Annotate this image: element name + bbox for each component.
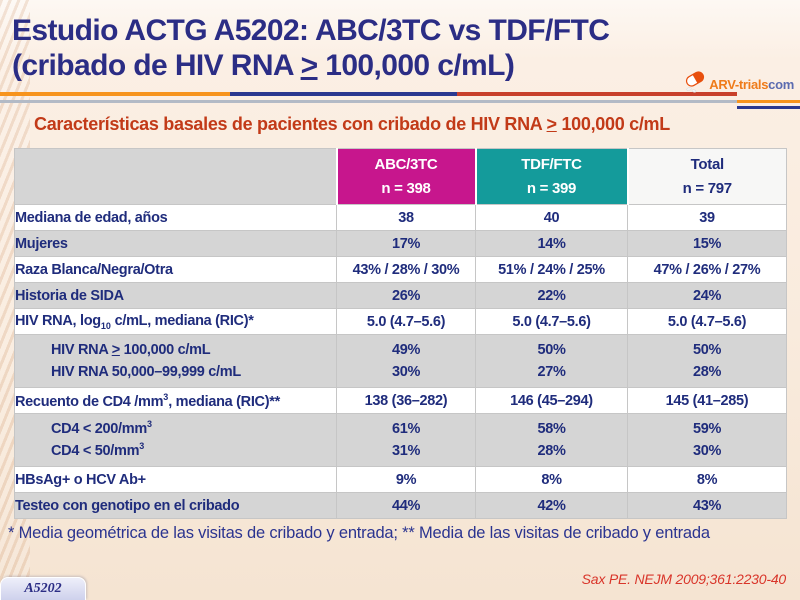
row-label: HIV RNA > 100,000 c/mL HIV RNA 50,000–99… xyxy=(14,334,337,388)
cell-total: 15% xyxy=(627,230,787,257)
cell-tdf: 5.0 (4.7–5.6) xyxy=(475,308,628,335)
cell-tdf: 8% xyxy=(475,466,628,493)
table-caption: Características basales de pacientes con… xyxy=(34,114,670,134)
row-label: Raza Blanca/Negra/Otra xyxy=(14,256,337,283)
cell-total: 8% xyxy=(627,466,787,493)
cell-total: 24% xyxy=(627,282,787,309)
logo-underline-orange xyxy=(737,100,800,103)
table-header-row: ABC/3TC n = 398 TDF/FTC n = 399 Total n … xyxy=(14,148,787,205)
cell-abc: 5.0 (4.7–5.6) xyxy=(336,308,476,335)
slide-title-line2: (cribado de HIV RNA > 100,000 c/mL) xyxy=(12,49,515,83)
cell-abc: 26% xyxy=(336,282,476,309)
slide-title-line1: Estudio ACTG A5202: ABC/3TC vs TDF/FTC xyxy=(12,14,610,47)
row-label: CD4 < 200/mm3 CD4 < 50/mm3 xyxy=(14,413,337,467)
cell-total: 59% 30% xyxy=(627,413,787,467)
header-total: Total n = 797 xyxy=(627,148,787,205)
reference-citation: Sax PE. NEJM 2009;361:2230-40 xyxy=(581,571,787,587)
arm-name: TDF/FTC xyxy=(521,155,582,173)
row-label: HBsAg+ o HCV Ab+ xyxy=(14,466,337,493)
table-row: Raza Blanca/Negra/Otra 43% / 28% / 30% 5… xyxy=(14,256,787,283)
row-label: Historia de SIDA xyxy=(14,282,337,309)
cell-total: 47% / 26% / 27% xyxy=(627,256,787,283)
row-label: Recuento de CD4 /mm3, mediana (RIC)** xyxy=(14,387,337,414)
divider-red-segment xyxy=(457,92,737,96)
cell-total: 39 xyxy=(627,204,787,231)
logo-text: ARV-trialscom xyxy=(709,77,794,92)
arm-n: n = 797 xyxy=(682,179,732,197)
table-row: HIV RNA > 100,000 c/mL HIV RNA 50,000–99… xyxy=(14,334,787,388)
gte-symbol: > xyxy=(546,114,558,134)
cell-tdf: 58% 28% xyxy=(475,413,628,467)
cell-abc: 49% 30% xyxy=(336,334,476,388)
header-abc3tc: ABC/3TC n = 398 xyxy=(335,148,477,205)
table-row: HBsAg+ o HCV Ab+ 9% 8% 8% xyxy=(14,466,787,493)
cell-abc: 38 xyxy=(336,204,476,231)
table-footnote: * Media geométrica de las visitas de cri… xyxy=(8,524,710,542)
title-divider-silver-line xyxy=(0,100,737,103)
cell-tdf: 22% xyxy=(475,282,628,309)
title-divider-line xyxy=(0,92,800,96)
arm-n: n = 399 xyxy=(526,179,577,197)
cell-abc: 61% 31% xyxy=(336,413,476,467)
logo-underline-navy xyxy=(737,106,800,109)
cell-abc: 17% xyxy=(336,230,476,257)
cell-abc: 138 (36–282) xyxy=(336,387,476,414)
divider-orange-segment xyxy=(0,92,230,96)
table-row: Testeo con genotipo en el cribado 44% 42… xyxy=(14,492,787,519)
cell-total: 43% xyxy=(627,492,787,519)
study-code-badge: A5202 xyxy=(0,577,86,600)
table-row: CD4 < 200/mm3 CD4 < 50/mm3 61% 31% 58% 28%… xyxy=(14,413,787,467)
cell-abc: 44% xyxy=(336,492,476,519)
row-label: HIV RNA, log10 c/mL, mediana (RIC)* xyxy=(14,308,337,335)
cell-total: 50% 28% xyxy=(627,334,787,388)
table-row: Historia de SIDA 26% 22% 24% xyxy=(14,282,787,309)
cell-abc: 9% xyxy=(336,466,476,493)
arm-name: Total xyxy=(690,155,725,173)
cell-total: 145 (41–285) xyxy=(627,387,787,414)
slide-title: Estudio ACTG A5202: ABC/3TC vs TDF/FTC (… xyxy=(12,13,692,84)
arv-trials-logo: ARV-trialscom xyxy=(683,70,794,99)
cell-tdf: 50% 27% xyxy=(475,334,628,388)
row-label: Mediana de edad, años xyxy=(14,204,337,231)
pill-capsule-icon xyxy=(683,70,707,99)
header-tdfftc: TDF/FTC n = 399 xyxy=(475,148,629,205)
cell-total: 5.0 (4.7–5.6) xyxy=(627,308,787,335)
header-empty-cell xyxy=(14,148,337,205)
row-label: Mujeres xyxy=(14,230,337,257)
cell-tdf: 14% xyxy=(475,230,628,257)
arm-n: n = 398 xyxy=(381,179,431,197)
table-row: Mujeres 17% 14% 15% xyxy=(14,230,787,257)
cell-tdf: 146 (45–294) xyxy=(475,387,628,414)
cell-tdf: 51% / 24% / 25% xyxy=(475,256,628,283)
arm-name: ABC/3TC xyxy=(374,155,438,173)
divider-navy-segment xyxy=(230,92,457,96)
cell-abc: 43% / 28% / 30% xyxy=(336,256,476,283)
baseline-characteristics-table: ABC/3TC n = 398 TDF/FTC n = 399 Total n … xyxy=(14,148,787,519)
table-row: Mediana de edad, años 38 40 39 xyxy=(14,204,787,231)
cell-tdf: 40 xyxy=(475,204,628,231)
study-code: A5202 xyxy=(24,581,62,596)
row-label: Testeo con genotipo en el cribado xyxy=(14,492,337,519)
cell-tdf: 42% xyxy=(475,492,628,519)
gte-symbol: > xyxy=(111,341,120,358)
table-row: Recuento de CD4 /mm3, mediana (RIC)** 13… xyxy=(14,387,787,414)
gte-symbol: > xyxy=(300,49,319,83)
table-row: HIV RNA, log10 c/mL, mediana (RIC)* 5.0 … xyxy=(14,308,787,335)
